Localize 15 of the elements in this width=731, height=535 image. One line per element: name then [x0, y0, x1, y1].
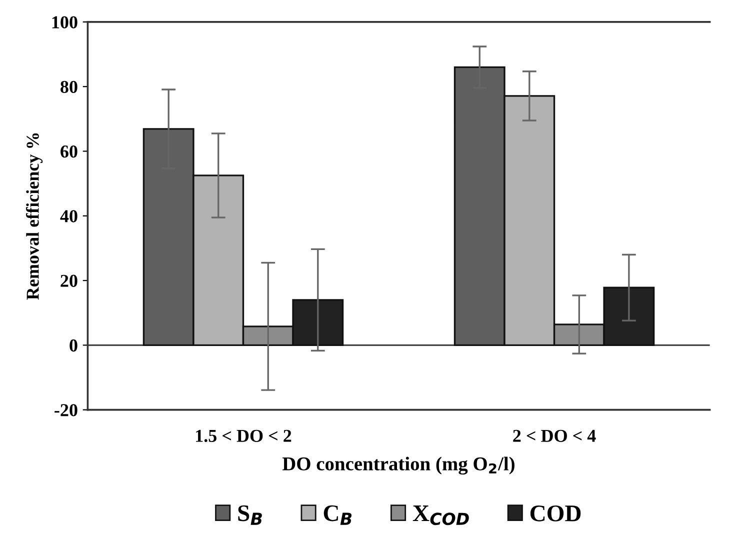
- x-tick-label: 1.5 < DO < 2: [196, 430, 292, 442]
- legend-label: C$_{B}$: [324, 505, 352, 525]
- y-tick-label: 80: [60, 80, 78, 94]
- legend-label: COD: [530, 506, 581, 522]
- legend-label: X$_{COD}$: [412, 506, 469, 526]
- y-tick-label: 100: [52, 16, 78, 28]
- y-axis-title: Removal efficiency %: [26, 133, 43, 300]
- x-axis-title: DO concentration (mg O$_{2}$/l): [282, 456, 514, 475]
- x-tick-label: 2 < DO < 4: [513, 430, 596, 442]
- y-tick-label: -20: [54, 404, 78, 416]
- y-tick-label: 40: [60, 210, 78, 222]
- y-tick-label: 0: [70, 339, 78, 352]
- y-tick-label: 20: [60, 274, 78, 287]
- legend-label: S$_{B}$: [238, 505, 262, 525]
- y-tick-label: 60: [60, 145, 78, 158]
